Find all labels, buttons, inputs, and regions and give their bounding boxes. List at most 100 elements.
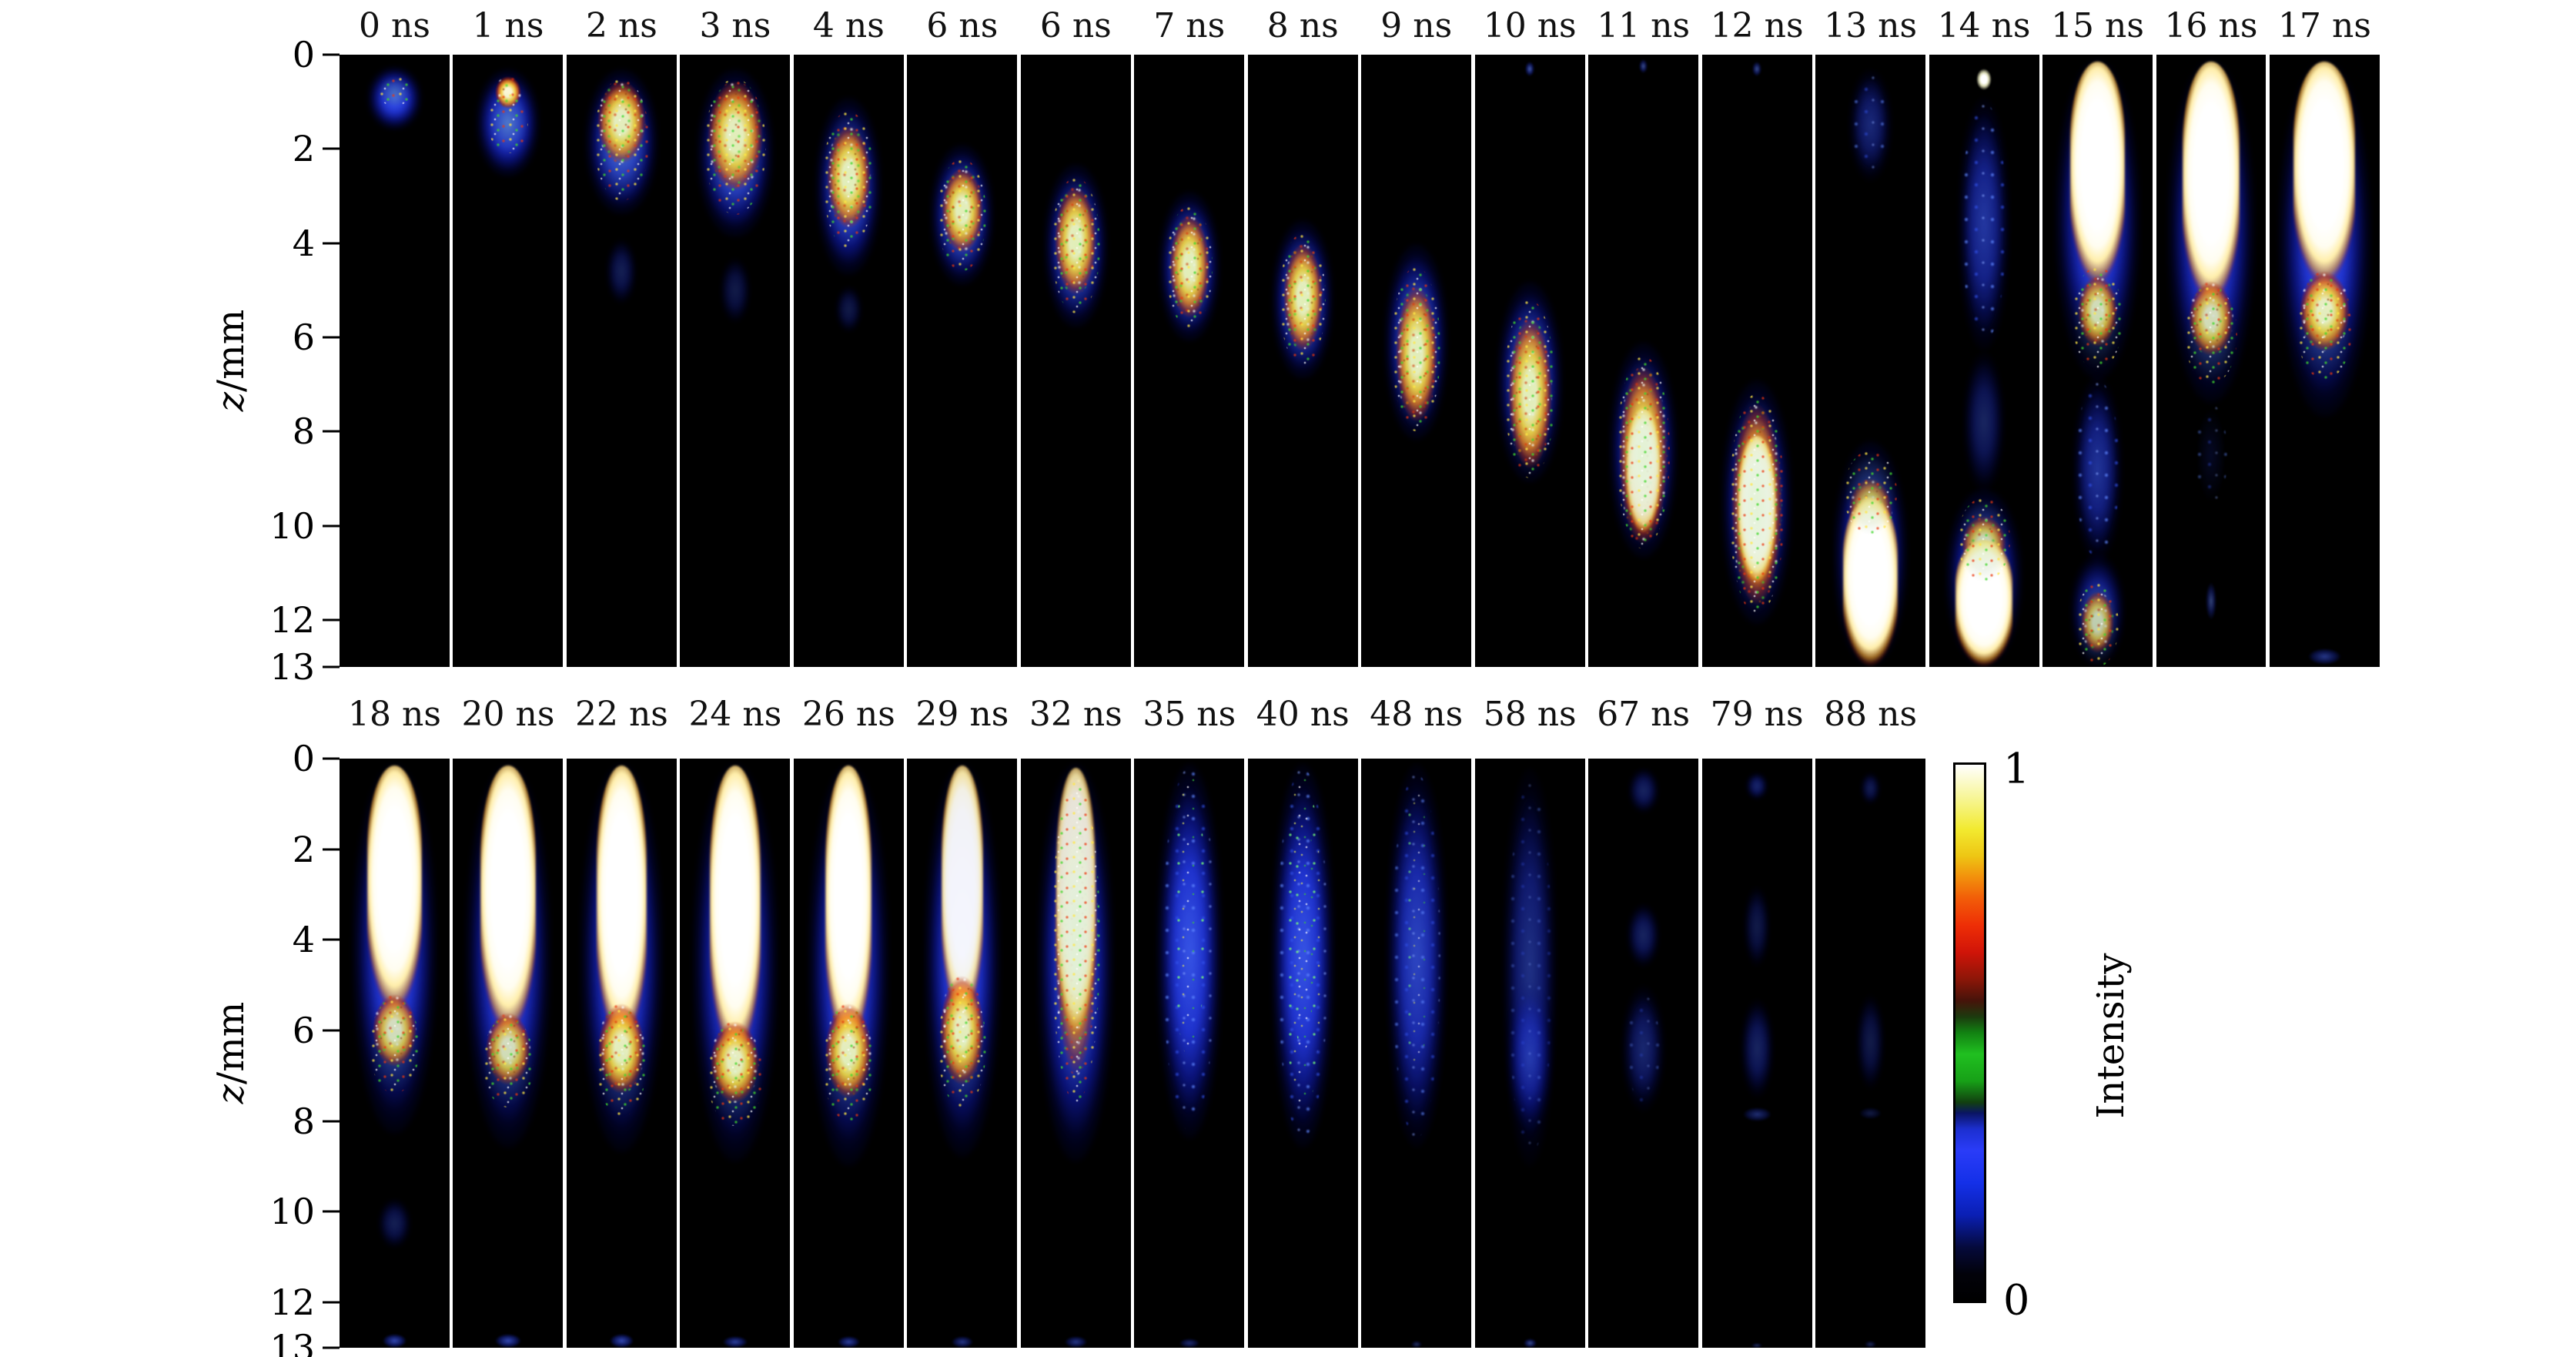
plume-halo <box>1502 767 1557 1167</box>
z-tick-label: 8 <box>292 1100 315 1142</box>
bottom-image-row <box>340 759 1926 1348</box>
z-tick <box>323 430 340 433</box>
plume-halo <box>1507 985 1554 1131</box>
time-label: 79 ns <box>1710 695 1804 734</box>
plume-white <box>2182 62 2240 305</box>
frame-26-ns <box>793 759 904 1348</box>
plume-speck <box>2076 581 2119 667</box>
time-label: 22 ns <box>574 695 668 734</box>
frame-11-ns <box>1588 55 1699 667</box>
time-label: 12 ns <box>1710 6 1804 45</box>
time-label: 32 ns <box>1029 695 1122 734</box>
plume-halo <box>1743 885 1771 967</box>
time-label: 4 ns <box>812 6 885 45</box>
z-tick-label: 0 <box>292 34 315 75</box>
plume-dash <box>1179 1339 1199 1348</box>
plume-dash <box>2308 648 2341 665</box>
plume-dash <box>951 1336 974 1348</box>
z-tick <box>323 1301 340 1304</box>
time-label: 3 ns <box>699 6 771 45</box>
plume-speck <box>378 75 411 107</box>
plume-dot <box>1410 1341 1422 1348</box>
time-label: 7 ns <box>1153 6 1226 45</box>
z-symbol: z <box>209 391 253 412</box>
plume-bspeck <box>2075 379 2120 559</box>
plume-bspeck <box>1962 102 2006 343</box>
z-tick <box>323 1210 340 1213</box>
time-label: 24 ns <box>688 695 782 734</box>
frame-14-ns <box>1929 55 2039 667</box>
z-tick <box>323 1346 340 1349</box>
frame-58-ns <box>1474 759 1585 1348</box>
plume-speck <box>1166 205 1213 328</box>
time-label: 15 ns <box>2051 6 2144 45</box>
frame-15-ns <box>2042 55 2153 667</box>
plume-dash <box>494 1334 522 1348</box>
plume-gspeck <box>1173 772 1206 1058</box>
time-label: 6 ns <box>926 6 999 45</box>
time-label: 35 ns <box>1142 695 1236 734</box>
plume-white <box>480 765 536 1035</box>
plume-white <box>825 765 872 1049</box>
plume-dash <box>838 1336 860 1348</box>
plume-dot <box>1525 62 1534 76</box>
z-tick <box>323 524 340 528</box>
plume-speck <box>2297 280 2353 380</box>
frame-67-ns <box>1588 759 1699 1348</box>
frame-20-ns <box>453 759 564 1348</box>
bottom-z-axis: 0 2 4 6 8 10 12 13 <box>185 741 340 1357</box>
plume-halo <box>1627 903 1661 967</box>
plume-dot <box>1751 1343 1763 1348</box>
z-unit: /mm <box>209 1001 253 1084</box>
plume-speck <box>1504 300 1556 479</box>
z-tick-label: 0 <box>292 738 315 779</box>
plume-speck <box>1617 356 1670 550</box>
frame-17-ns <box>2269 55 2380 667</box>
plume-speck <box>1957 497 2011 582</box>
z-tick <box>323 336 340 339</box>
z-tick <box>323 757 340 760</box>
z-symbol: z <box>209 1084 253 1104</box>
top-z-axis: 0 2 4 6 8 10 12 13 <box>185 37 340 685</box>
time-label: 16 ns <box>2164 6 2258 45</box>
plume-speck <box>823 111 875 248</box>
time-label: 88 ns <box>1824 695 1918 734</box>
z-tick-label: 12 <box>269 1282 315 1324</box>
time-label: 1 ns <box>472 6 544 45</box>
plume-dot <box>2205 581 2217 620</box>
time-label: 11 ns <box>1597 6 1691 45</box>
plume-white <box>2293 62 2356 286</box>
z-tick-label: 2 <box>292 828 315 870</box>
time-label: 8 ns <box>1266 6 1339 45</box>
plume-white <box>596 765 647 1044</box>
frame-88-ns <box>1815 759 1926 1348</box>
z-tick-label: 10 <box>269 504 315 547</box>
frame-6-ns <box>907 55 1018 667</box>
time-label: 20 ns <box>461 695 555 734</box>
plume-speck <box>823 1007 875 1121</box>
plume-dash <box>1742 1107 1771 1121</box>
plume-white <box>366 765 423 1013</box>
z-tick <box>323 1120 340 1123</box>
plume-white <box>2069 62 2126 286</box>
time-label: 6 ns <box>1039 6 1112 45</box>
z-tick-label: 6 <box>292 1010 315 1052</box>
frame-18-ns <box>340 759 450 1348</box>
frame-79-ns <box>1701 759 1812 1348</box>
time-label: 14 ns <box>1937 6 2031 45</box>
plume-bspeck <box>2194 403 2228 508</box>
frame-4-ns <box>793 55 904 667</box>
time-label: 58 ns <box>1483 695 1577 734</box>
frame-0-ns <box>340 55 450 667</box>
z-tick <box>323 938 340 941</box>
time-label: 17 ns <box>2278 6 2371 45</box>
plume-gspeck <box>1290 803 1315 1054</box>
plume-speck <box>2184 285 2238 385</box>
plume-bspeck <box>1852 73 1889 173</box>
time-label: 13 ns <box>1824 6 1918 45</box>
plume-speck <box>1051 177 1100 314</box>
frame-12-ns <box>1701 55 1812 667</box>
z-tick <box>323 147 340 150</box>
plume-halo <box>719 256 751 323</box>
